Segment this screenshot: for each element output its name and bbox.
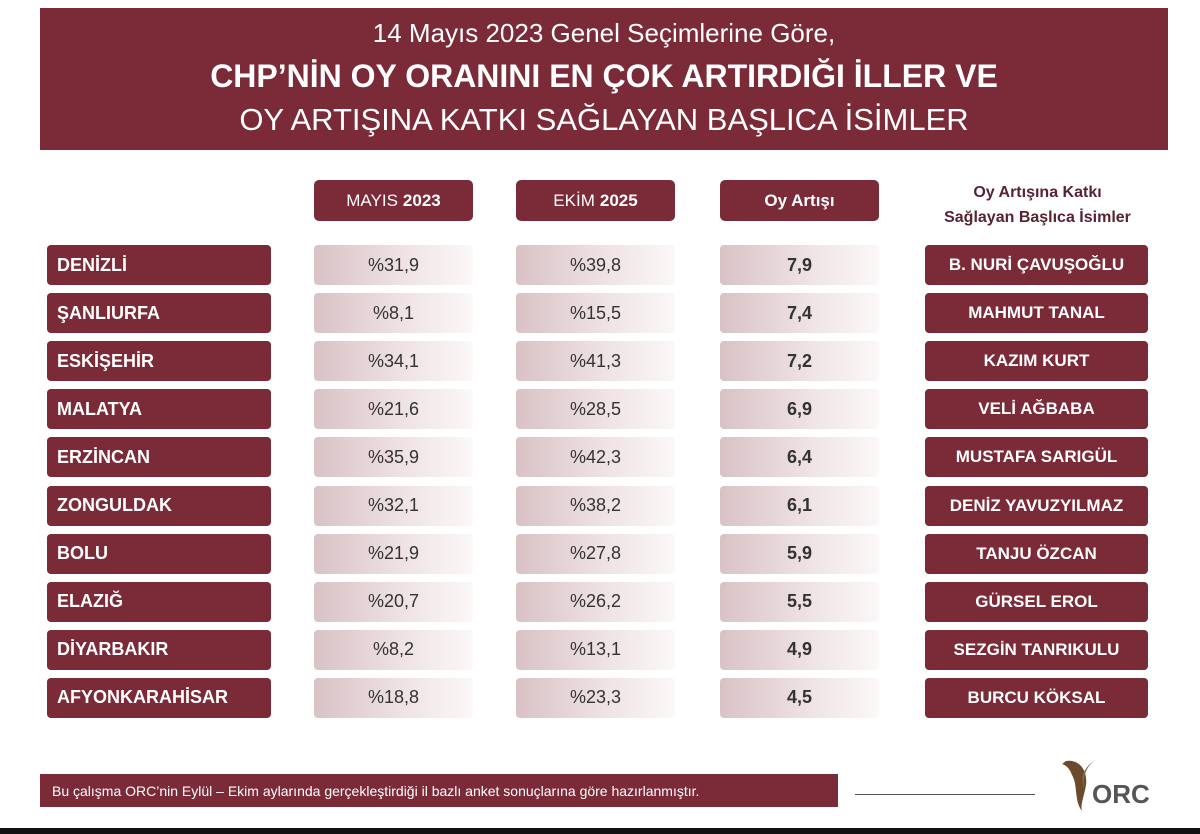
province-label: BOLU: [47, 533, 271, 574]
table-row: ZONGULDAK %32,1 %38,2 6,1 DENİZ YAVUZYILMAZ: [0, 485, 1200, 526]
increase-value: 7,4: [720, 293, 879, 334]
increase-value: 5,9: [720, 533, 879, 574]
increase-value: 4,5: [720, 677, 879, 718]
province-label: DENİZLİ: [47, 245, 271, 285]
table-row: ELAZIĞ %20,7 %26,2 5,5 GÜRSEL EROL: [0, 581, 1200, 622]
increase-value: 6,9: [720, 389, 879, 430]
divider: [855, 794, 1035, 795]
table-row: DİYARBAKIR %8,2 %13,1 4,9 SEZGİN TANRIKULU: [0, 629, 1200, 670]
may-2023-value: %35,9: [314, 437, 473, 478]
oct-2025-value: %23,3: [516, 677, 675, 718]
oct-2025-value: %39,8: [516, 245, 675, 285]
column-header-names: Oy Artışına Katkı Sağlayan Başlıca İsiml…: [905, 180, 1170, 230]
contributor-name: DENİZ YAVUZYILMAZ: [925, 485, 1148, 526]
oct-2025-value: %15,5: [516, 293, 675, 334]
orc-logo: ORC: [1058, 755, 1173, 815]
may-2023-value: %8,1: [314, 293, 473, 334]
title-line-2: OY ARTIŞINA KATKI SAĞLAYAN BAŞLICA İSİML…: [239, 102, 969, 137]
contributor-name: BURCU KÖKSAL: [925, 677, 1148, 718]
contributor-name: SEZGİN TANRIKULU: [925, 629, 1148, 670]
column-header-oct-2025: EKİM 2025: [516, 180, 675, 221]
oct-2025-value: %28,5: [516, 389, 675, 430]
contributor-name: TANJU ÖZCAN: [925, 533, 1148, 574]
oct-2025-value: %13,1: [516, 629, 675, 670]
increase-value: 7,9: [720, 245, 879, 285]
province-label: ŞANLIURFA: [47, 293, 271, 334]
contributor-name: KAZIM KURT: [925, 341, 1148, 382]
oct-2025-value: %38,2: [516, 485, 675, 526]
column-header-year: 2025: [599, 190, 638, 210]
may-2023-value: %21,9: [314, 533, 473, 574]
oct-2025-value: %41,3: [516, 341, 675, 382]
province-label: ELAZIĞ: [47, 581, 271, 622]
oct-2025-value: %26,2: [516, 581, 675, 622]
province-label: ESKİŞEHİR: [47, 341, 271, 382]
may-2023-value: %8,2: [314, 629, 473, 670]
may-2023-value: %18,8: [314, 677, 473, 718]
svg-text:ORC: ORC: [1092, 779, 1150, 809]
contributor-name: GÜRSEL EROL: [925, 581, 1148, 622]
province-label: AFYONKARAHİSAR: [47, 677, 271, 718]
column-header-may-2023: MAYIS 2023: [314, 180, 473, 221]
table-row: AFYONKARAHİSAR %18,8 %23,3 4,5 BURCU KÖKSAL: [0, 677, 1200, 718]
column-header-year: 2023: [402, 190, 441, 210]
may-2023-value: %20,7: [314, 581, 473, 622]
bottom-border: [0, 828, 1200, 834]
may-2023-value: %34,1: [314, 341, 473, 382]
title-banner: 14 Mayıs 2023 Genel Seçimlerine Göre, CH…: [40, 8, 1168, 150]
oct-2025-value: %27,8: [516, 533, 675, 574]
orc-logo-icon: ORC: [1062, 759, 1150, 811]
contributor-name: MUSTAFA SARIGÜL: [925, 437, 1148, 478]
column-header-names-line2: Sağlayan Başlıca İsimler: [944, 209, 1131, 226]
column-header-increase: Oy Artışı: [720, 180, 879, 221]
increase-value: 7,2: [720, 341, 879, 382]
contributor-name: B. NURİ ÇAVUŞOĞLU: [925, 245, 1148, 285]
table-row: ERZİNCAN %35,9 %42,3 6,4 MUSTAFA SARIGÜL: [0, 437, 1200, 478]
column-header-label: MAYIS: [346, 190, 398, 210]
province-label: DİYARBAKIR: [47, 629, 271, 670]
column-header-names-line1: Oy Artışına Katkı: [973, 184, 1102, 201]
table-row: BOLU %21,9 %27,8 5,9 TANJU ÖZCAN: [0, 533, 1200, 574]
may-2023-value: %31,9: [314, 245, 473, 285]
increase-value: 6,4: [720, 437, 879, 478]
may-2023-value: %21,6: [314, 389, 473, 430]
province-label: MALATYA: [47, 389, 271, 430]
table-row: ŞANLIURFA %8,1 %15,5 7,4 MAHMUT TANAL: [0, 293, 1200, 334]
increase-value: 6,1: [720, 485, 879, 526]
increase-value: 4,9: [720, 629, 879, 670]
column-header-label: EKİM: [553, 190, 595, 210]
contributor-name: MAHMUT TANAL: [925, 293, 1148, 334]
contributor-name: VELİ AĞBABA: [925, 389, 1148, 430]
increase-value: 5,5: [720, 581, 879, 622]
province-label: ZONGULDAK: [47, 485, 271, 526]
table-row: MALATYA %21,6 %28,5 6,9 VELİ AĞBABA: [0, 389, 1200, 430]
table-row: ESKİŞEHİR %34,1 %41,3 7,2 KAZIM KURT: [0, 341, 1200, 382]
subtitle: 14 Mayıs 2023 Genel Seçimlerine Göre,: [372, 18, 836, 48]
oct-2025-value: %42,3: [516, 437, 675, 478]
province-label: ERZİNCAN: [47, 437, 271, 478]
footer-note: Bu çalışma ORC’nin Eylül – Ekim aylarınd…: [40, 774, 838, 807]
title: CHP’NİN OY ORANINI EN ÇOK ARTIRDIĞI İLLE…: [210, 58, 998, 94]
may-2023-value: %32,1: [314, 485, 473, 526]
table-row: DENİZLİ %31,9 %39,8 7,9 B. NURİ ÇAVUŞOĞLU: [0, 245, 1200, 285]
